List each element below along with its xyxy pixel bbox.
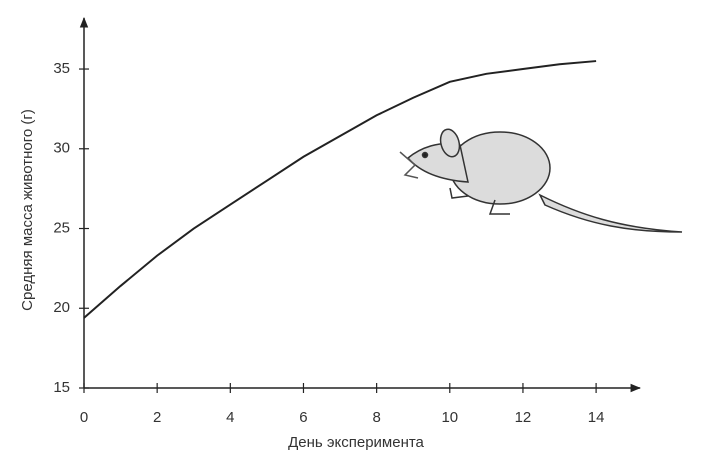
- x-tick-label: 4: [226, 409, 234, 426]
- x-tick-label: 2: [153, 409, 161, 426]
- y-tick-label: 25: [53, 219, 70, 236]
- mouse-illustration: [399, 128, 683, 233]
- y-tick-label: 30: [53, 140, 70, 157]
- y-axis-label: Средняя масса животного (г): [19, 109, 36, 311]
- x-tick-label: 6: [299, 409, 307, 426]
- y-tick-label: 20: [53, 299, 70, 316]
- x-tick-label: 0: [80, 409, 88, 426]
- y-tick-label: 35: [53, 60, 70, 77]
- x-tick-label: 8: [372, 409, 380, 426]
- y-tick-label: 15: [53, 379, 70, 396]
- data-line: [83, 60, 597, 319]
- x-tick-label: 14: [588, 409, 605, 426]
- x-axis-label: День эксперимента: [288, 434, 424, 451]
- x-tick-label: 12: [515, 409, 532, 426]
- x-tick-label: 10: [441, 409, 458, 426]
